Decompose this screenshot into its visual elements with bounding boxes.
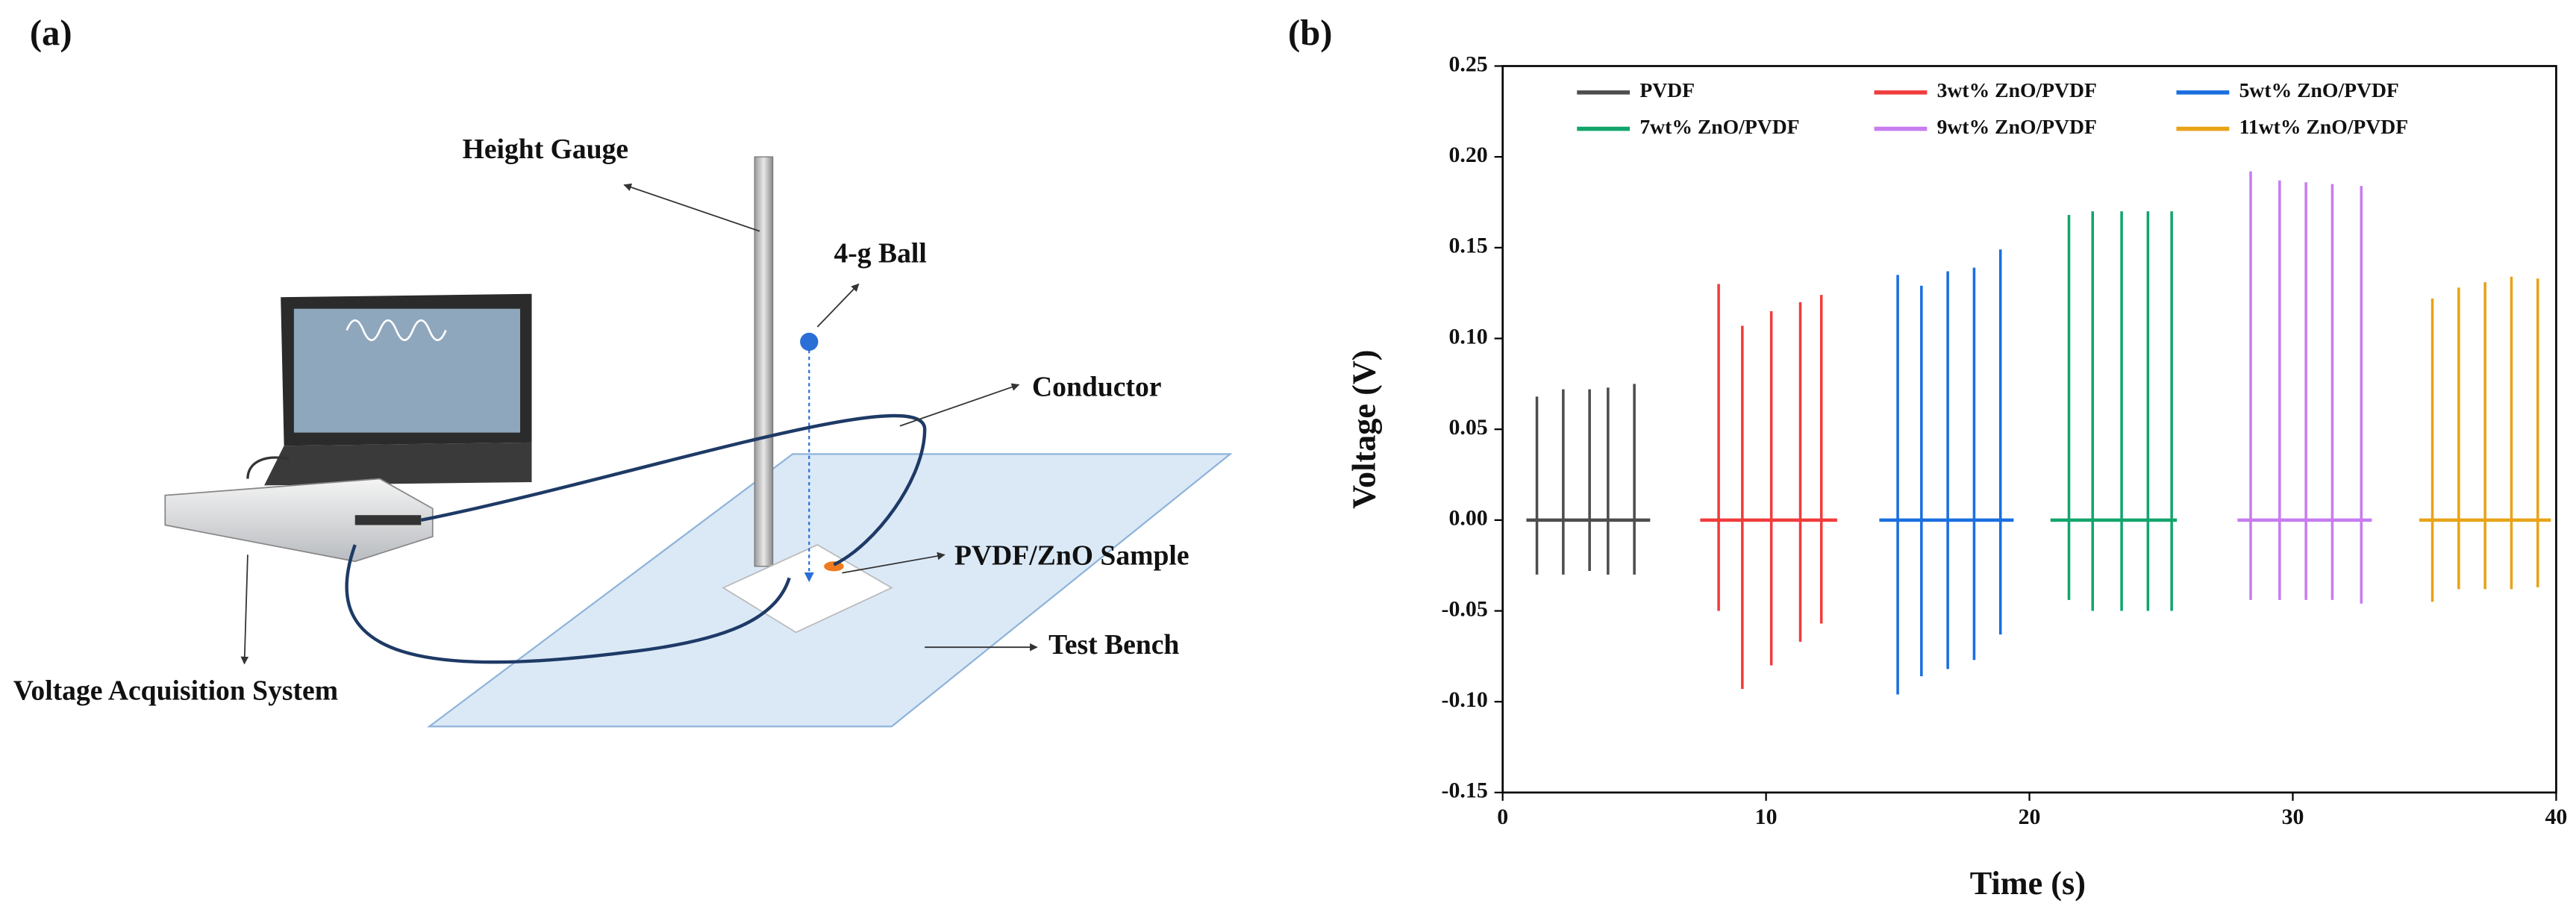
y-axis-title: Voltage (V) — [1345, 349, 1382, 508]
chart: Time (s) Voltage (V) -0.15 -0.10 -0.05 0.00… — [1345, 51, 2567, 902]
x-axis-title: Time (s) — [1970, 865, 2086, 902]
height-gauge — [754, 156, 774, 567]
legend-label: 9wt% ZnO/PVDF — [1937, 115, 2097, 138]
conductor — [345, 544, 791, 664]
panel-label: (b) — [1288, 13, 1332, 53]
legend-label: 7wt% ZnO/PVDF — [1639, 115, 1799, 138]
legend-label: 5wt% ZnO/PVDF — [2239, 78, 2399, 102]
y-tick-label: -0.05 — [1442, 596, 1488, 621]
diagram-label: 4-g Ball — [834, 238, 926, 269]
arrow — [623, 183, 760, 232]
y-tick-label: 0.05 — [1448, 415, 1487, 440]
y-tick-label: 0.25 — [1448, 51, 1487, 76]
display-wave — [346, 319, 447, 341]
diagram-label: Conductor — [1032, 372, 1161, 403]
diagram-label: PVDF/ZnO Sample — [954, 540, 1189, 571]
legend-label: 11wt% ZnO/PVDF — [2239, 115, 2409, 138]
y-tick-label: 0.00 — [1448, 506, 1487, 531]
box-port — [354, 515, 422, 525]
cable — [246, 456, 290, 479]
diagram-label: Test Bench — [1048, 629, 1179, 661]
y-tick-label: 0.10 — [1448, 324, 1487, 349]
arrow — [816, 283, 860, 328]
ball — [800, 332, 819, 352]
arrow — [899, 383, 1020, 427]
plot-frame — [1501, 65, 2557, 794]
acquisition-box — [164, 478, 434, 563]
conductor — [420, 413, 927, 566]
laptop-base — [264, 442, 532, 486]
panel-label: (a) — [30, 13, 72, 53]
diagram: Height Gauge 4-g Ball Conductor PVDF/ZnO… — [13, 134, 1233, 728]
x-tick-label: 30 — [2282, 805, 2304, 829]
x-tick-label: 0 — [1497, 805, 1508, 829]
y-tick-label: 0.20 — [1448, 143, 1487, 167]
x-tick-label: 20 — [2019, 805, 2041, 829]
legend-label: 3wt% ZnO/PVDF — [1937, 78, 2097, 102]
diagram-label: Voltage Acquisition System — [13, 675, 338, 707]
y-tick-label: -0.15 — [1442, 778, 1488, 803]
x-tick-label: 10 — [1755, 805, 1778, 829]
y-tick-label: 0.15 — [1448, 234, 1487, 258]
arrow — [240, 555, 249, 665]
y-tick-label: -0.10 — [1442, 687, 1488, 712]
diagram-label: Height Gauge — [463, 134, 629, 165]
laptop-display — [293, 308, 521, 433]
legend-label: PVDF — [1639, 78, 1695, 102]
x-tick-label: 40 — [2545, 805, 2568, 829]
arrow — [842, 552, 945, 574]
